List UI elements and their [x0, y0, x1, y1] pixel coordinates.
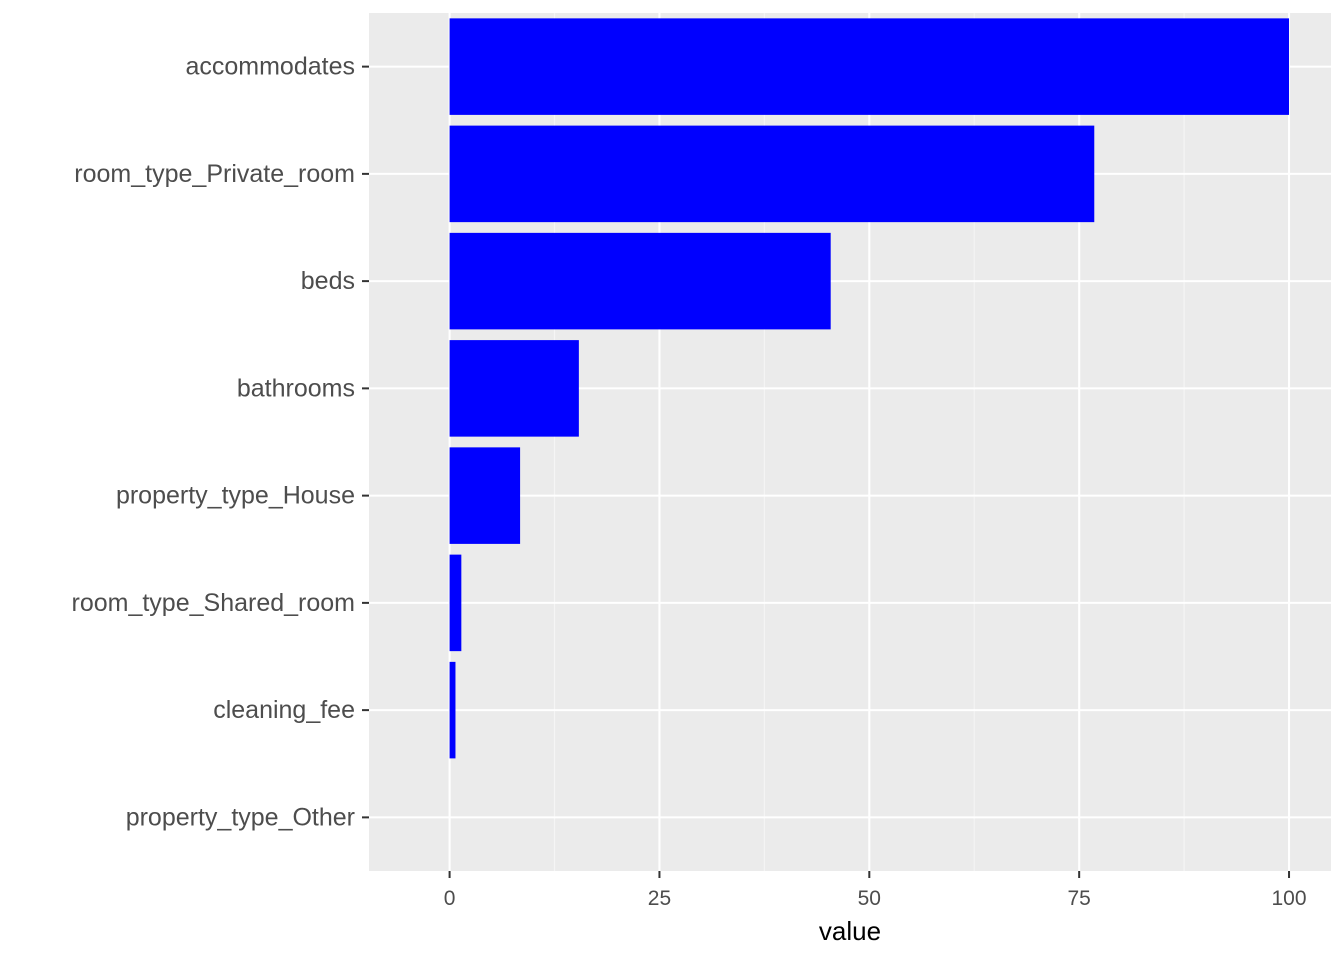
x-axis-title: value: [819, 916, 881, 946]
x-tick-label: 25: [648, 887, 671, 910]
bar-property_type_House: [449, 447, 521, 544]
bar-bathrooms: [449, 340, 579, 437]
y-tick-label: bathrooms: [237, 374, 355, 402]
y-tick-label: property_type_House: [116, 482, 355, 510]
bar-room_type_Shared_room: [449, 554, 462, 652]
y-tick-label: room_type_Private_room: [74, 160, 355, 188]
x-tick-label: 75: [1067, 887, 1090, 910]
x-axis: 0 25 50 75 100: [444, 871, 1307, 910]
bars: [449, 18, 1290, 759]
bar-cleaning_fee: [449, 661, 456, 759]
y-tick-label: property_type_Other: [126, 803, 355, 831]
y-tick-label: beds: [301, 267, 355, 295]
x-tick-label: 50: [858, 887, 881, 910]
bar-room_type_Private_room: [449, 125, 1095, 223]
bar-accommodates: [449, 18, 1290, 115]
y-tick-label: accommodates: [185, 53, 355, 81]
y-tick-label: room_type_Shared_room: [72, 589, 356, 617]
x-tick-label: 0: [444, 887, 456, 910]
x-tick-label: 100: [1272, 887, 1307, 910]
y-tick-label: cleaning_fee: [213, 696, 355, 724]
bar-beds: [449, 232, 831, 330]
